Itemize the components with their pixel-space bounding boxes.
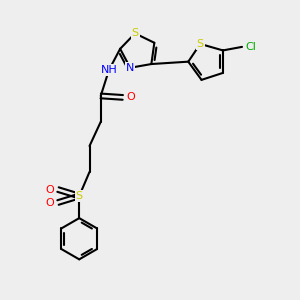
Text: O: O	[46, 197, 55, 208]
Text: Cl: Cl	[245, 42, 256, 52]
Text: S: S	[76, 191, 83, 201]
Text: O: O	[126, 92, 135, 102]
Text: S: S	[197, 39, 204, 49]
Text: S: S	[131, 28, 139, 38]
Text: NH: NH	[100, 65, 117, 75]
Text: O: O	[46, 184, 55, 195]
Text: N: N	[126, 63, 134, 73]
